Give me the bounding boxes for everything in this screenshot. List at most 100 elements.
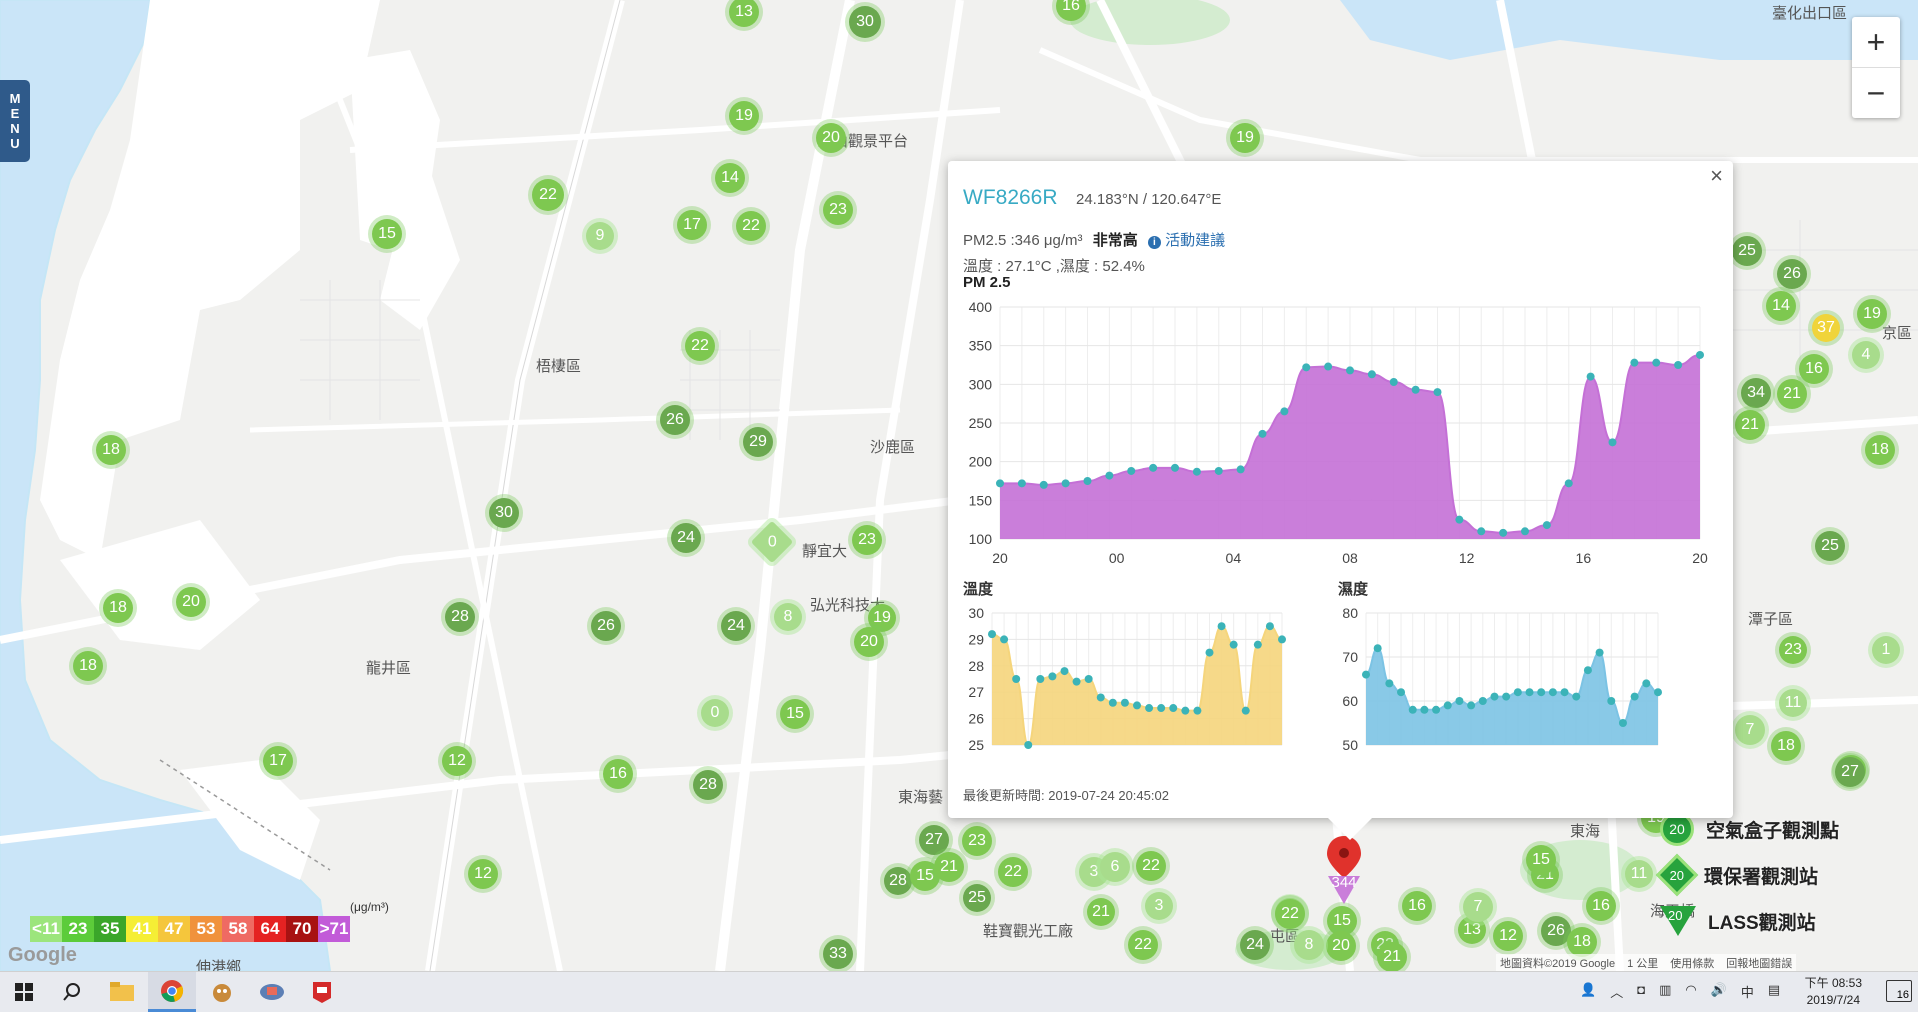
airbox-station-marker[interactable]: 25 bbox=[1815, 531, 1845, 561]
airbox-station-marker[interactable]: 22 bbox=[532, 179, 564, 211]
airbox-station-marker[interactable]: 33 bbox=[823, 939, 853, 969]
airbox-station-marker[interactable]: 16 bbox=[1056, 0, 1086, 21]
airbox-station-marker[interactable]: 14 bbox=[715, 163, 745, 193]
report-error-link[interactable]: 回報地圖錯誤 bbox=[1726, 958, 1793, 970]
legend-lass[interactable]: 20 LASS觀測站 bbox=[1660, 904, 1816, 938]
activity-advice-link[interactable]: i 活動建議 bbox=[1147, 232, 1225, 249]
keyboard-icon[interactable]: ▤ bbox=[1767, 982, 1781, 997]
airbox-station-marker[interactable]: 1 bbox=[1872, 636, 1900, 664]
airbox-station-marker[interactable]: 20 bbox=[176, 587, 206, 617]
airbox-station-marker[interactable]: 18 bbox=[1865, 435, 1895, 465]
airbox-station-marker[interactable]: 16 bbox=[1402, 891, 1432, 921]
airbox-station-marker[interactable]: 23 bbox=[852, 525, 882, 555]
airbox-station-marker[interactable]: 16 bbox=[1586, 891, 1616, 921]
airbox-station-marker[interactable]: 21 bbox=[1735, 410, 1765, 440]
chrome-button[interactable] bbox=[148, 972, 196, 1012]
airbox-station-marker[interactable]: 18 bbox=[103, 593, 133, 623]
airbox-station-marker[interactable]: 22 bbox=[1275, 899, 1305, 929]
airbox-station-marker[interactable]: 24 bbox=[671, 523, 701, 553]
airbox-station-marker[interactable]: 17 bbox=[263, 746, 293, 776]
airbox-station-marker[interactable]: 0 bbox=[701, 699, 729, 727]
airbox-station-marker[interactable]: 7 bbox=[1463, 892, 1493, 922]
airbox-station-marker[interactable]: 30 bbox=[489, 498, 519, 528]
airbox-station-marker[interactable]: 16 bbox=[1799, 354, 1829, 384]
airbox-station-marker[interactable]: 12 bbox=[468, 859, 498, 889]
airbox-station-marker[interactable]: 3 bbox=[1145, 892, 1173, 920]
airbox-station-marker[interactable]: 27 bbox=[919, 825, 949, 855]
airbox-station-marker[interactable]: 21 bbox=[1777, 379, 1807, 409]
airbox-station-marker[interactable]: 8 bbox=[774, 603, 802, 631]
airbox-station-marker[interactable]: 16 bbox=[603, 759, 633, 789]
shield-icon[interactable]: ◘ bbox=[1637, 982, 1646, 997]
airbox-station-marker[interactable]: 20 bbox=[854, 627, 884, 657]
airbox-station-marker[interactable]: 7 bbox=[1735, 715, 1765, 745]
zoom-out-button[interactable]: − bbox=[1852, 67, 1900, 118]
app-button-2[interactable] bbox=[198, 972, 246, 1012]
airbox-station-marker[interactable]: 26 bbox=[1777, 259, 1807, 289]
airbox-station-marker[interactable]: 22 bbox=[736, 211, 766, 241]
airbox-station-marker[interactable]: 23 bbox=[962, 826, 992, 856]
airbox-station-marker[interactable]: 4 bbox=[1852, 341, 1880, 369]
chevron-up-icon[interactable]: ︿ bbox=[1610, 985, 1624, 1000]
airbox-station-marker[interactable]: 22 bbox=[685, 331, 715, 361]
airbox-station-marker[interactable]: 19 bbox=[1230, 123, 1260, 153]
airbox-station-marker[interactable]: 23 bbox=[823, 195, 853, 225]
airbox-station-marker[interactable]: 24 bbox=[721, 611, 751, 641]
file-explorer-button[interactable] bbox=[98, 972, 146, 1012]
app-button-4[interactable] bbox=[298, 972, 346, 1012]
airbox-station-marker[interactable]: 14 bbox=[1766, 291, 1796, 321]
clock[interactable]: 下午 08:53 2019/7/24 bbox=[1805, 975, 1862, 1009]
airbox-station-marker[interactable]: 30 bbox=[849, 6, 881, 38]
airbox-station-marker[interactable]: 12 bbox=[442, 746, 472, 776]
start-button[interactable] bbox=[0, 972, 48, 1012]
airbox-station-marker[interactable]: 22 bbox=[1136, 851, 1166, 881]
terms-link[interactable]: 使用條款 bbox=[1670, 958, 1715, 970]
airbox-station-marker[interactable]: 25 bbox=[1732, 236, 1762, 266]
network-icon[interactable]: ▥ bbox=[1659, 982, 1672, 997]
airbox-station-marker[interactable]: 24 bbox=[1240, 930, 1270, 960]
airbox-station-marker[interactable]: 18 bbox=[73, 651, 103, 681]
airbox-station-marker[interactable]: 19 bbox=[729, 101, 759, 131]
airbox-station-marker[interactable]: 11 bbox=[1625, 860, 1653, 888]
airbox-station-marker[interactable]: 13 bbox=[729, 0, 759, 27]
airbox-station-marker[interactable]: 20 bbox=[1326, 931, 1356, 961]
airbox-station-marker[interactable]: 26 bbox=[1541, 916, 1571, 946]
people-icon[interactable]: 👤 bbox=[1580, 982, 1597, 997]
airbox-station-marker[interactable]: 34 bbox=[1741, 378, 1771, 408]
airbox-station-marker[interactable]: 28 bbox=[884, 867, 912, 895]
airbox-station-marker[interactable]: 19 bbox=[1857, 299, 1887, 329]
airbox-station-marker[interactable]: 18 bbox=[1567, 927, 1597, 957]
airbox-station-marker[interactable]: 15 bbox=[780, 699, 810, 729]
menu-button[interactable]: M E N U bbox=[0, 80, 30, 162]
airbox-station-marker[interactable]: 23 bbox=[1779, 636, 1807, 664]
search-button[interactable] bbox=[48, 972, 96, 1012]
airbox-station-marker[interactable]: 15 bbox=[372, 219, 402, 249]
notification-center-button[interactable]: 16 bbox=[1886, 980, 1912, 1002]
airbox-station-marker[interactable]: 29 bbox=[743, 427, 773, 457]
airbox-station-marker[interactable]: 18 bbox=[1771, 731, 1801, 761]
airbox-station-marker[interactable]: 11 bbox=[1779, 689, 1807, 717]
airbox-station-marker[interactable]: 27 bbox=[1835, 757, 1865, 787]
airbox-station-marker[interactable]: 17 bbox=[677, 210, 707, 240]
airbox-station-marker[interactable]: 8 bbox=[1294, 930, 1324, 960]
wifi-icon[interactable]: ◠ bbox=[1685, 982, 1697, 997]
airbox-station-marker[interactable]: 21 bbox=[1377, 942, 1407, 971]
airbox-station-marker[interactable]: 18 bbox=[96, 435, 126, 465]
airbox-station-marker[interactable]: 12 bbox=[1493, 921, 1523, 951]
legend-epa[interactable]: 20 環保署觀測站 bbox=[1655, 853, 1818, 897]
airbox-station-marker[interactable]: 25 bbox=[963, 884, 991, 912]
selected-station-marker[interactable]: 344 bbox=[1322, 834, 1366, 911]
airbox-station-marker[interactable]: 37 bbox=[1812, 314, 1840, 342]
map-canvas[interactable]: 梧棲區沙鹿區龍井區潭子區東海藝藍山觀景平台靜宜大弘光科技大鞋寶觀光工廠博物館京區… bbox=[0, 0, 1918, 971]
airbox-station-marker[interactable]: 26 bbox=[660, 405, 690, 435]
airbox-station-marker[interactable]: 21 bbox=[934, 852, 964, 882]
airbox-station-marker[interactable]: 21 bbox=[1087, 898, 1115, 926]
airbox-station-marker[interactable]: 6 bbox=[1100, 852, 1130, 882]
airbox-station-marker[interactable]: 15 bbox=[1526, 845, 1556, 875]
volume-icon[interactable]: 🔊 bbox=[1710, 982, 1727, 997]
airbox-station-marker[interactable]: 20 bbox=[816, 123, 846, 153]
airbox-station-marker[interactable]: 26 bbox=[591, 611, 621, 641]
airbox-station-marker[interactable]: 28 bbox=[693, 770, 723, 800]
airbox-station-marker[interactable]: 22 bbox=[998, 857, 1028, 887]
airbox-station-marker[interactable]: 22 bbox=[1128, 930, 1158, 960]
